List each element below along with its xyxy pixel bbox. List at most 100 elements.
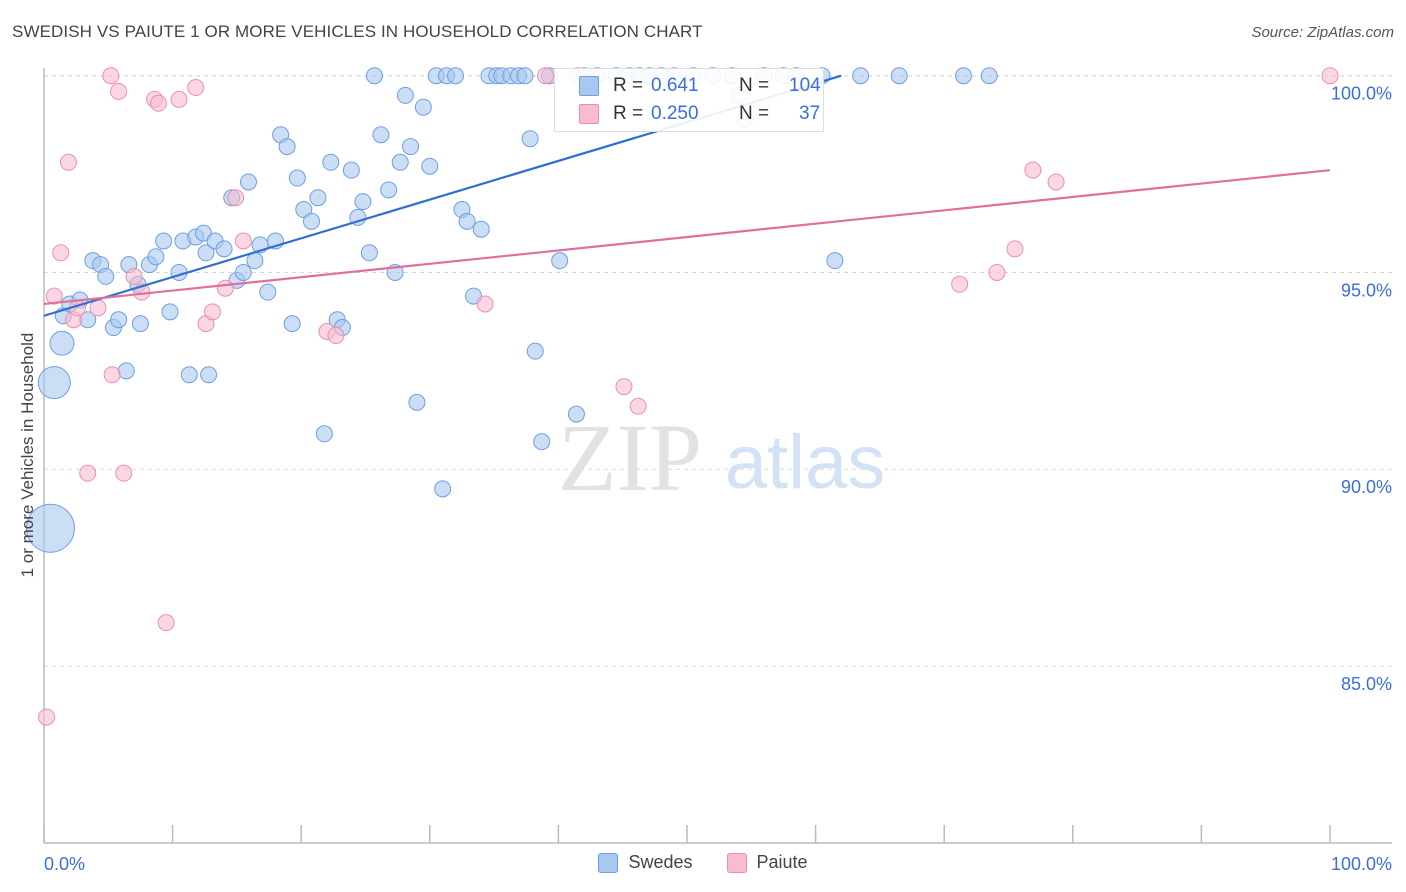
- paiute-point: [1047, 173, 1065, 191]
- paiute-point: [187, 79, 205, 97]
- paiute-point: [1024, 161, 1042, 179]
- paiute-point: [115, 464, 133, 482]
- swedes-point: [342, 161, 360, 179]
- swedes-point: [155, 232, 173, 250]
- chart-title: SWEDISH VS PAIUTE 1 OR MORE VEHICLES IN …: [12, 22, 703, 41]
- paiute-point: [170, 90, 188, 108]
- swedes-point: [49, 330, 75, 356]
- swedes-point: [372, 126, 390, 144]
- swedes-point: [408, 393, 426, 411]
- swedes-point: [458, 212, 476, 230]
- paiute-legend-swatch: [726, 852, 747, 873]
- paiute-point: [52, 244, 70, 262]
- swedes-point: [239, 173, 257, 191]
- swedes-point: [37, 366, 71, 400]
- swedes-point: [890, 67, 908, 85]
- swedes-point: [472, 220, 490, 238]
- source-label: Source: ZipAtlas.com: [1251, 24, 1394, 41]
- paiute-point: [79, 464, 97, 482]
- swedes-point: [521, 130, 539, 148]
- swedes-point: [391, 153, 409, 171]
- swedes-point: [295, 201, 313, 219]
- y-tick-label: 95.0%: [1341, 280, 1392, 300]
- x-tick-label: 0.0%: [44, 854, 85, 874]
- paiute-point: [629, 397, 647, 415]
- x-tick-label: 100.0%: [1331, 854, 1392, 874]
- y-tick-label: 90.0%: [1341, 477, 1392, 497]
- swedes-point: [147, 248, 165, 266]
- swedes-point: [414, 98, 432, 116]
- swedes-point: [954, 67, 972, 85]
- swedes-point: [421, 157, 439, 175]
- paiute-point: [157, 614, 175, 632]
- legend-item-swedes[interactable]: Swedes: [598, 852, 693, 873]
- paiute-point: [103, 366, 121, 384]
- swedes-point: [315, 425, 333, 443]
- swedes-point: [447, 67, 465, 85]
- paiute-point: [227, 189, 245, 207]
- swedes-legend-swatch: [598, 852, 619, 873]
- swedes-point: [25, 503, 75, 553]
- watermark-atlas: atlas: [725, 420, 886, 505]
- swedes-point: [197, 244, 215, 262]
- paiute-trend-line: [43, 169, 1331, 306]
- swedes-point: [110, 311, 128, 329]
- paiute-point: [951, 275, 969, 293]
- swedes-point: [194, 224, 212, 242]
- swedes-point: [402, 138, 420, 156]
- paiute-point: [149, 94, 167, 112]
- swedes-point: [302, 212, 320, 230]
- paiute-r-value: 0.250: [651, 103, 699, 124]
- swedes-point: [97, 267, 115, 285]
- bottom-legend: Swedes Paiute: [0, 852, 1406, 873]
- swedes-point: [567, 405, 585, 423]
- swedes-point: [396, 86, 414, 104]
- swedes-point: [180, 366, 198, 384]
- watermark: ZIP atlas: [558, 404, 885, 511]
- paiute-point: [1006, 240, 1024, 258]
- tick-labels: 85.0% 90.0% 95.0% 100.0% 0.0% 100.0%: [44, 84, 1392, 874]
- swedes-swatch: [579, 76, 599, 96]
- paiute-point: [125, 267, 143, 285]
- r-label: R =: [613, 75, 644, 96]
- swedes-point: [354, 193, 372, 211]
- legend-item-paiute[interactable]: Paiute: [726, 852, 808, 873]
- gridlines: [44, 75, 1392, 667]
- swedes-r-value: 0.641: [651, 75, 699, 96]
- paiute-point: [327, 326, 345, 344]
- swedes-point: [516, 67, 534, 85]
- swedes-point: [215, 240, 233, 258]
- watermark-zip: ZIP: [558, 404, 702, 511]
- swedes-point: [278, 138, 296, 156]
- swedes-point: [826, 252, 844, 270]
- paiute-swatch: [579, 104, 599, 124]
- paiute-point: [216, 279, 234, 297]
- n-label: N =: [739, 103, 770, 124]
- swedes-point: [131, 315, 149, 333]
- n-label: N =: [739, 75, 770, 96]
- swedes-point: [852, 67, 870, 85]
- swedes-point: [360, 244, 378, 262]
- swedes-point: [465, 287, 483, 305]
- paiute-point: [537, 67, 555, 85]
- swedes-point: [200, 366, 218, 384]
- swedes-point: [980, 67, 998, 85]
- swedes-point: [380, 181, 398, 199]
- swedes-point: [533, 433, 551, 451]
- paiute-point: [110, 82, 128, 100]
- paiute-n-value: 37: [799, 103, 821, 124]
- swedes-point: [117, 362, 135, 380]
- paiute-point: [615, 378, 633, 396]
- swedes-point: [283, 315, 301, 333]
- y-axis-label: 1 or more Vehicles in Household: [18, 332, 37, 578]
- swedes-point: [434, 480, 452, 498]
- paiute-point: [45, 287, 63, 305]
- paiute-point: [1321, 67, 1339, 85]
- paiute-point: [38, 708, 56, 726]
- y-tick-label: 100.0%: [1331, 84, 1392, 104]
- swedes-n-value: 104: [789, 75, 821, 96]
- swedes-point: [259, 283, 277, 301]
- stats-legend: R = 0.641 N = 104 R = 0.250 N = 37: [554, 68, 824, 132]
- swedes-point: [161, 303, 179, 321]
- swedes-point: [551, 252, 569, 270]
